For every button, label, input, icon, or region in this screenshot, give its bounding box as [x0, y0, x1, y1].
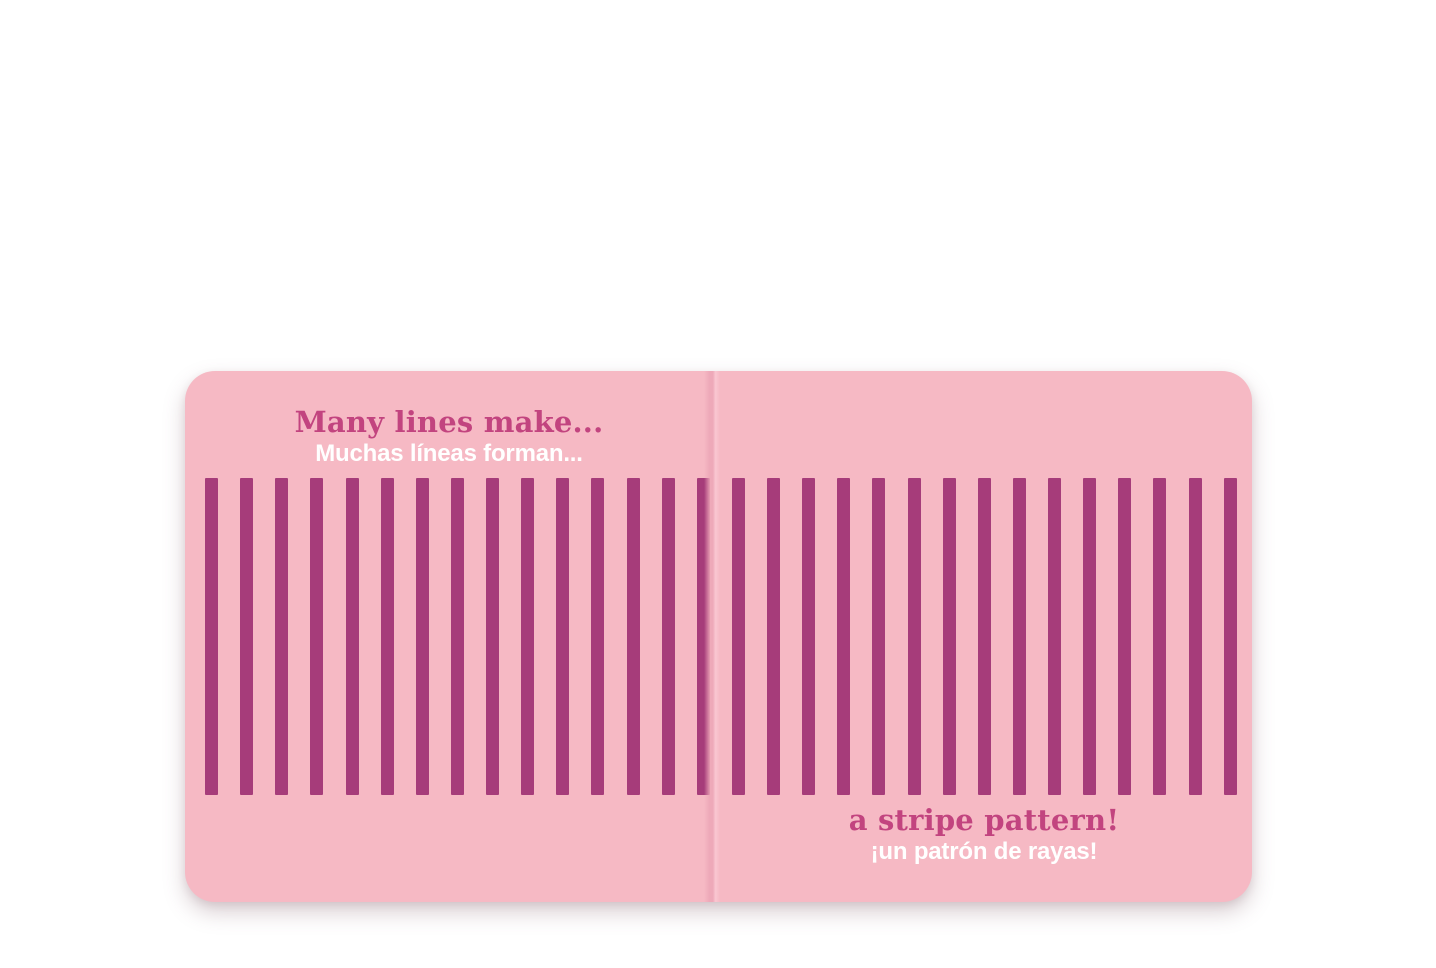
stripe — [556, 478, 570, 795]
stripe — [802, 478, 816, 795]
right-caption-english: a stripe pattern! — [848, 803, 1120, 837]
stripe — [626, 478, 640, 795]
stripe — [731, 478, 745, 795]
right-page-caption: a stripe pattern! ¡un patrón de rayas! — [716, 803, 1252, 865]
book-spine-crease — [704, 371, 720, 902]
stripe — [1083, 478, 1097, 795]
stripe — [1118, 478, 1132, 795]
stripe — [450, 478, 464, 795]
stripe — [1153, 478, 1167, 795]
left-page-caption: Many lines make... Muchas líneas forman.… — [185, 405, 713, 467]
stripe — [942, 478, 956, 795]
right-caption-spanish: ¡un patrón de rayas! — [870, 837, 1098, 865]
stripe — [591, 478, 605, 795]
stripe — [345, 478, 359, 795]
stripe — [205, 478, 218, 795]
stripe — [907, 478, 921, 795]
board-book-spread: Many lines make... Muchas líneas forman.… — [185, 371, 1252, 902]
stripe — [275, 478, 289, 795]
stripe-pattern — [205, 478, 1237, 795]
stripe — [1223, 478, 1237, 795]
stripe — [1012, 478, 1026, 795]
stripe — [521, 478, 535, 795]
stripe — [1048, 478, 1061, 795]
left-caption-english: Many lines make... — [294, 405, 604, 439]
stripe — [415, 478, 429, 795]
stripe — [872, 478, 886, 795]
stripe — [767, 478, 780, 795]
stripe — [240, 478, 254, 795]
stripe — [1188, 478, 1202, 795]
stripe — [486, 478, 499, 795]
stripe — [310, 478, 324, 795]
left-caption-spanish: Muchas líneas forman... — [315, 439, 583, 467]
stripe — [977, 478, 991, 795]
stripe — [837, 478, 851, 795]
stripe — [661, 478, 675, 795]
stripe — [380, 478, 394, 795]
